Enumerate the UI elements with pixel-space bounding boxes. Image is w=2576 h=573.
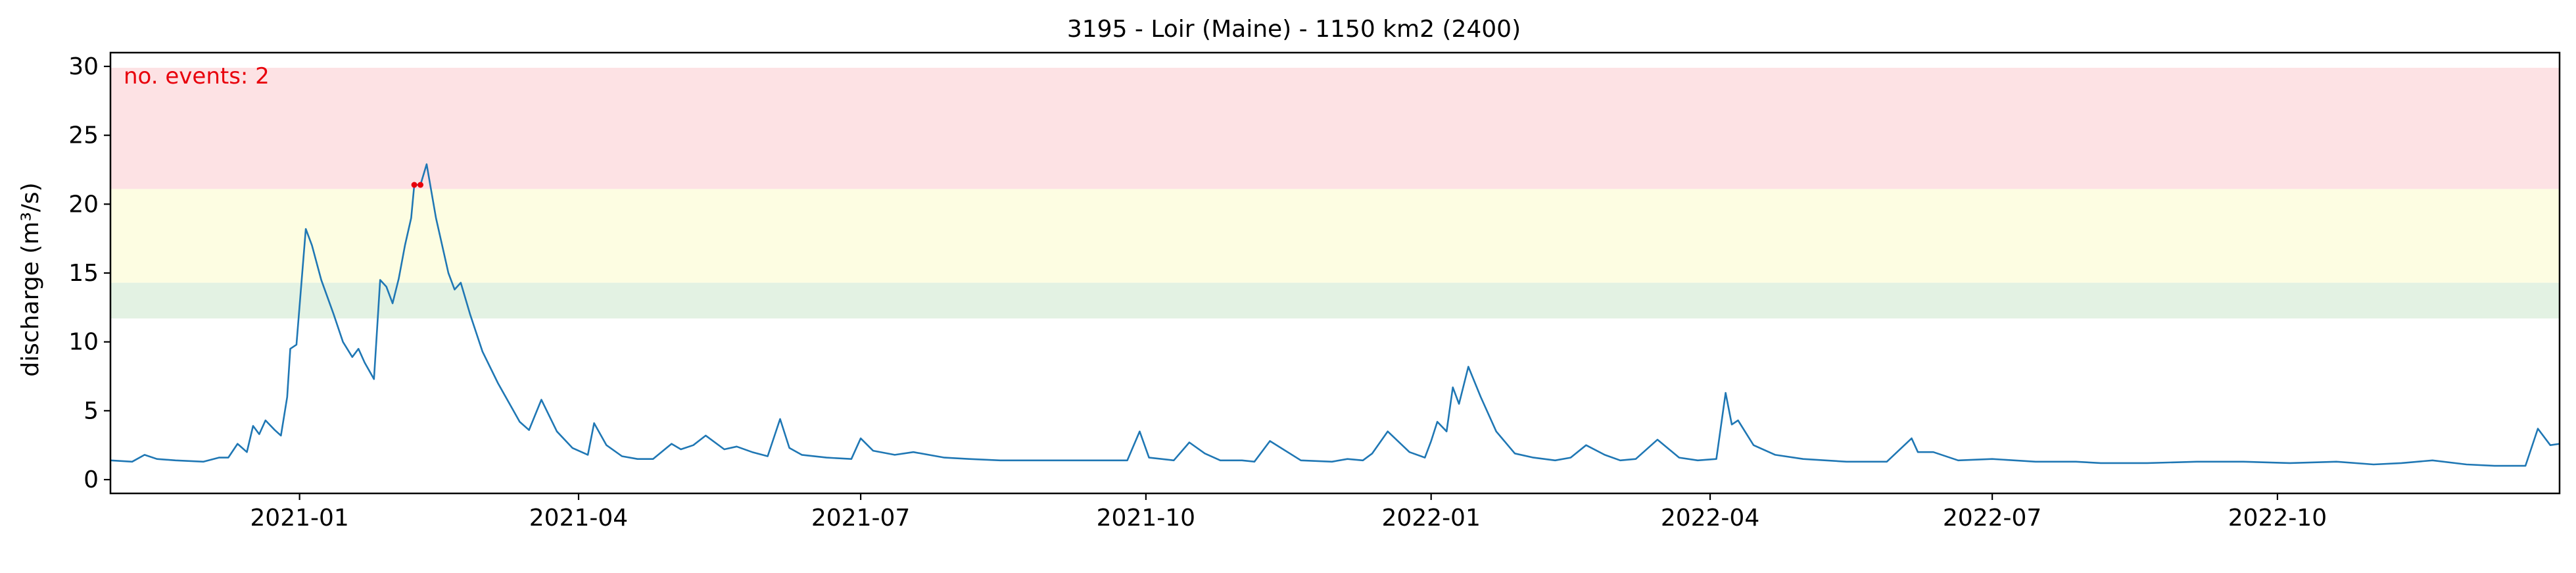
x-tick-label: 2022-01 [1381, 505, 1480, 532]
y-tick-label: 10 [68, 329, 99, 356]
threshold-bands [110, 68, 2560, 319]
x-tick-label: 2022-10 [2228, 505, 2327, 532]
plot-frame [109, 51, 2561, 495]
x-tick-label: 2021-01 [250, 505, 348, 532]
y-tick-label: 30 [68, 53, 99, 80]
y-tick-label: 20 [68, 191, 99, 218]
event-markers [411, 182, 424, 188]
chart-title: 3195 - Loir (Maine) - 1150 km2 (2400) [1067, 16, 1521, 43]
threshold-band-2 [110, 189, 2560, 283]
event-marker [417, 182, 424, 188]
discharge-series-line [110, 163, 2560, 467]
x-tick-label: 2022-04 [1661, 505, 1759, 532]
x-tick-label: 2021-10 [1097, 505, 1195, 532]
x-tick-label: 2022-07 [1943, 505, 2041, 532]
x-axis-ticks: 2021-01 2021-04 2021-07 2021-10 2022-01 2022-… [250, 493, 2327, 532]
threshold-band-3 [110, 68, 2560, 189]
y-tick-label: 15 [68, 260, 99, 287]
x-tick-label: 2021-04 [529, 505, 628, 532]
y-axis-label: discharge (m³/s) [17, 182, 44, 376]
y-tick-label: 5 [83, 397, 99, 424]
y-tick-label: 25 [68, 122, 99, 149]
x-tick-label: 2021-07 [811, 505, 910, 532]
y-tick-label: 0 [83, 466, 99, 493]
y-axis-ticks: 0 5 10 15 20 25 30 [68, 53, 110, 493]
events-count-annotation: no. events: 2 [124, 63, 270, 89]
threshold-band-1 [110, 282, 2560, 319]
event-marker [411, 182, 417, 188]
